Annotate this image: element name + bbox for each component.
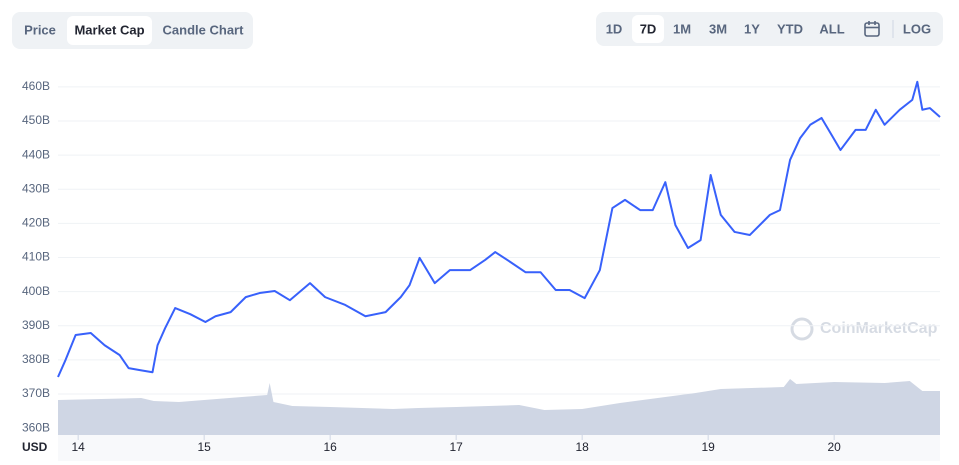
range-button[interactable]: 1D [606, 21, 623, 36]
y-tick-label: 360B [22, 420, 50, 434]
y-tick-label: 440B [22, 147, 50, 161]
range-group [596, 12, 943, 46]
range-button[interactable]: 7D [640, 21, 657, 36]
y-tick-label: 380B [22, 352, 50, 366]
log-toggle[interactable]: LOG [903, 21, 931, 36]
tab[interactable]: Market Cap [74, 22, 144, 37]
y-tick-label: 420B [22, 216, 50, 230]
y-tick-label: 430B [22, 181, 50, 195]
tab[interactable]: Candle Chart [163, 22, 245, 37]
x-axis-label: USD [22, 440, 48, 454]
range-button[interactable]: 1Y [744, 21, 760, 36]
x-axis-band [58, 435, 940, 461]
tab-selected-bg [67, 16, 152, 45]
y-tick-label: 400B [22, 284, 50, 298]
y-tick-label: 410B [22, 250, 50, 264]
x-tick-label: 19 [701, 440, 715, 454]
y-tick-label: 370B [22, 386, 50, 400]
x-tick-label: 15 [197, 440, 211, 454]
range-button[interactable]: 3M [709, 21, 727, 36]
x-tick-label: 16 [323, 440, 337, 454]
x-tick-label: 14 [71, 440, 85, 454]
range-button[interactable]: ALL [819, 21, 844, 36]
range-selected-bg [632, 15, 664, 43]
tab[interactable]: Price [24, 22, 56, 37]
price-line [57, 80, 941, 378]
y-tick-label: 460B [22, 79, 50, 93]
calendar-icon[interactable] [864, 21, 880, 37]
x-tick-label: 17 [449, 440, 463, 454]
x-tick-label: 20 [827, 440, 841, 454]
watermark-text: CoinMarketCap [820, 320, 938, 337]
y-tick-label: 390B [22, 318, 50, 332]
x-tick-label: 18 [575, 440, 589, 454]
watermark: CoinMarketCap [790, 317, 938, 341]
volume-area [58, 379, 940, 435]
y-tick-label: 450B [22, 113, 50, 127]
range-button[interactable]: YTD [777, 21, 803, 36]
range-button[interactable]: 1M [673, 21, 691, 36]
